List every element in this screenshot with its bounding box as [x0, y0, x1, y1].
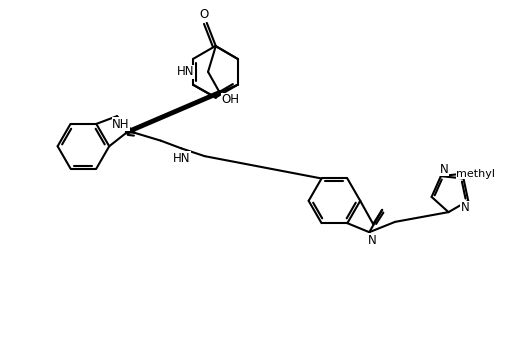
Text: N: N	[439, 163, 448, 176]
Text: OH: OH	[221, 93, 239, 106]
Text: N: N	[461, 201, 469, 214]
Text: methyl: methyl	[457, 168, 495, 179]
Text: NH: NH	[112, 117, 130, 131]
Text: HN: HN	[177, 66, 194, 78]
Text: O: O	[199, 9, 209, 21]
Text: N: N	[368, 234, 376, 247]
Text: HN: HN	[173, 152, 190, 165]
